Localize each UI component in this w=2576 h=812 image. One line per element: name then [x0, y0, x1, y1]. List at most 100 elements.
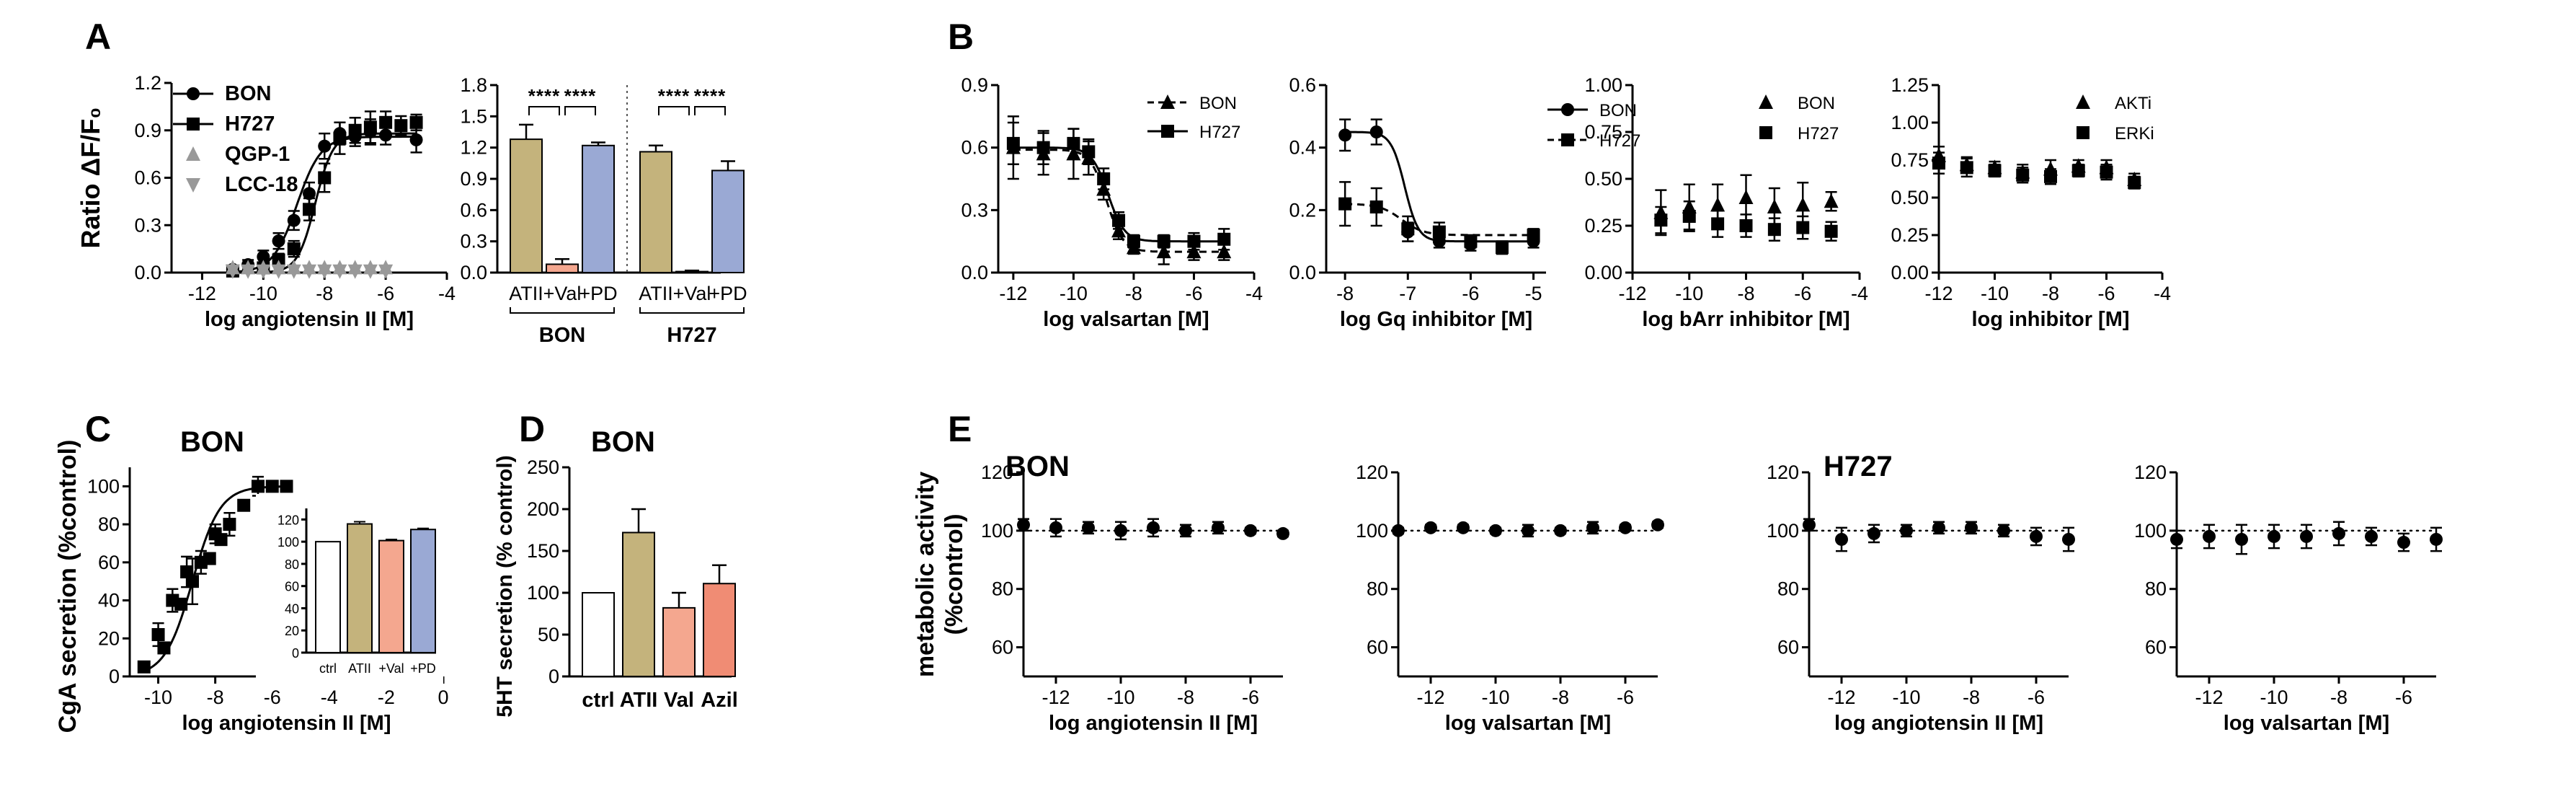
data-point: [225, 264, 240, 279]
data-point: [2268, 529, 2280, 543]
x-category-label: ATII: [639, 283, 673, 304]
fit-curve: [1013, 149, 1225, 253]
data-point: [2016, 168, 2030, 182]
data-point: [1803, 518, 1816, 531]
data-point: [1017, 518, 1030, 531]
x-tick-label: -12: [1827, 687, 1855, 708]
y-tick-label: 40: [98, 590, 120, 612]
bar: [546, 263, 579, 274]
bar: [711, 169, 745, 273]
y-tick-label: 0.6: [460, 199, 487, 221]
data-point: [332, 264, 347, 279]
chart-d: 0 50 100 150 200 250 ctrl ATII Val Azil 5HT secret…: [493, 455, 738, 717]
x-tick-label: -6: [2395, 687, 2412, 708]
data-point: [1147, 521, 1160, 534]
data-point: [2203, 529, 2216, 543]
legend-marker: [1561, 133, 1574, 146]
y-tick-label: 1.25: [1891, 74, 1929, 96]
plots-layer: 0.0 0.3 0.6 0.9 1.2 -12 -10 -8 -6 -4 log angiotens…: [54, 72, 2443, 735]
y-tick-label: 80: [992, 578, 1013, 600]
y-tick-label: 0.0: [460, 262, 487, 283]
data-point: [2044, 169, 2057, 183]
data-point: [1432, 225, 1446, 239]
y-tick-label: 0.00: [1584, 262, 1622, 283]
x-tick-label: -2: [378, 687, 395, 708]
data-point: [348, 123, 362, 137]
data-point: [223, 518, 236, 531]
data-point: [256, 264, 271, 279]
x-tick-label: -12: [999, 283, 1027, 304]
inset-bar: [378, 539, 404, 653]
inset-y-tick-label: 20: [285, 624, 299, 638]
series-h727: [1006, 121, 1231, 251]
series-erki: [1932, 151, 2141, 190]
series-bon: [137, 475, 293, 674]
data-point: [379, 128, 393, 142]
x-tick-label: -10: [1981, 283, 2009, 304]
y-tick-label: 0.9: [134, 120, 161, 141]
x-tick-label: 0: [438, 687, 448, 708]
panel-label-b: B: [948, 17, 974, 57]
legend-label: H727: [1599, 131, 1640, 151]
x-tick-label: -12: [1618, 283, 1646, 304]
x-tick-label: -6: [377, 283, 394, 304]
chart-c: 0 20 40 60 80 100 -10 -8 -6 -4 -2 0 log angiotensin …: [54, 440, 449, 735]
y-tick-label: 1.2: [460, 137, 487, 159]
inset-category-label: +Val: [378, 661, 404, 676]
y-tick-label: 0.25: [1584, 215, 1622, 237]
data-point: [394, 119, 408, 133]
y-tick-label: 0.75: [1584, 121, 1622, 143]
legend-marker: [1160, 94, 1175, 109]
data-point: [174, 597, 188, 611]
x-tick-label: -12: [1041, 687, 1070, 708]
inset-y-tick-label: 80: [285, 557, 299, 572]
x-axis-label: log valsartan [M]: [2224, 712, 2389, 735]
inset-y-tick-label: 40: [285, 601, 299, 616]
y-tick-label: 100: [1767, 520, 1799, 542]
y-tick-label: 0.25: [1891, 224, 1929, 246]
y-tick-label: 1.00: [1891, 112, 1929, 133]
bar: [703, 583, 736, 677]
panel-e-bon-title: BON: [1005, 451, 1070, 482]
y-tick-label: 100: [87, 475, 120, 497]
y-tick-label: 120: [1767, 462, 1799, 483]
y-tick-label: 1.00: [1584, 74, 1622, 96]
data-point: [318, 171, 332, 185]
significance-bracket: [658, 106, 690, 115]
data-point: [1369, 125, 1383, 138]
panel-label-e: E: [948, 409, 972, 449]
data-point: [1338, 128, 1352, 142]
x-tick-label: -6: [1794, 283, 1811, 304]
y-tick-label: 60: [992, 637, 1013, 658]
data-point: [1796, 221, 1810, 234]
data-point: [1112, 213, 1126, 227]
panel-label-a: A: [85, 17, 111, 57]
data-point: [203, 552, 216, 565]
x-tick-label: -10: [1892, 687, 1920, 708]
legend-label: BON: [1798, 94, 1835, 113]
data-point: [1824, 193, 1839, 208]
x-tick-label: -8: [2042, 283, 2059, 304]
chart-e4: 60 80 100 120 -12 -10 -8 -6 log valsartan [M]: [2134, 462, 2443, 735]
y-axis-label: metabolic activity: [912, 472, 939, 677]
x-tick-label: -7: [1399, 283, 1416, 304]
chart-b2: 0.0 0.2 0.4 0.6 -8 -7 -6 -5 log Gq inhibitor [M]…: [1289, 74, 1640, 331]
y-tick-label: 60: [98, 552, 120, 573]
x-tick-label: -8: [207, 687, 224, 708]
x-category-label: Azil: [701, 689, 738, 712]
data-point: [287, 213, 301, 227]
inset-bar: [347, 523, 373, 653]
data-point: [1111, 223, 1127, 238]
data-point: [409, 133, 423, 146]
data-point: [1082, 521, 1095, 534]
panel-label-d: D: [519, 409, 545, 449]
panel-c-title: BON: [180, 426, 244, 458]
data-point: [1767, 199, 1782, 213]
y-tick-label: 120: [1356, 462, 1388, 483]
y-tick-label: 80: [1367, 578, 1388, 600]
series-h727: [1654, 200, 1838, 242]
data-point: [186, 575, 199, 588]
bar: [622, 531, 655, 677]
x-category-label: ATII: [509, 283, 543, 304]
